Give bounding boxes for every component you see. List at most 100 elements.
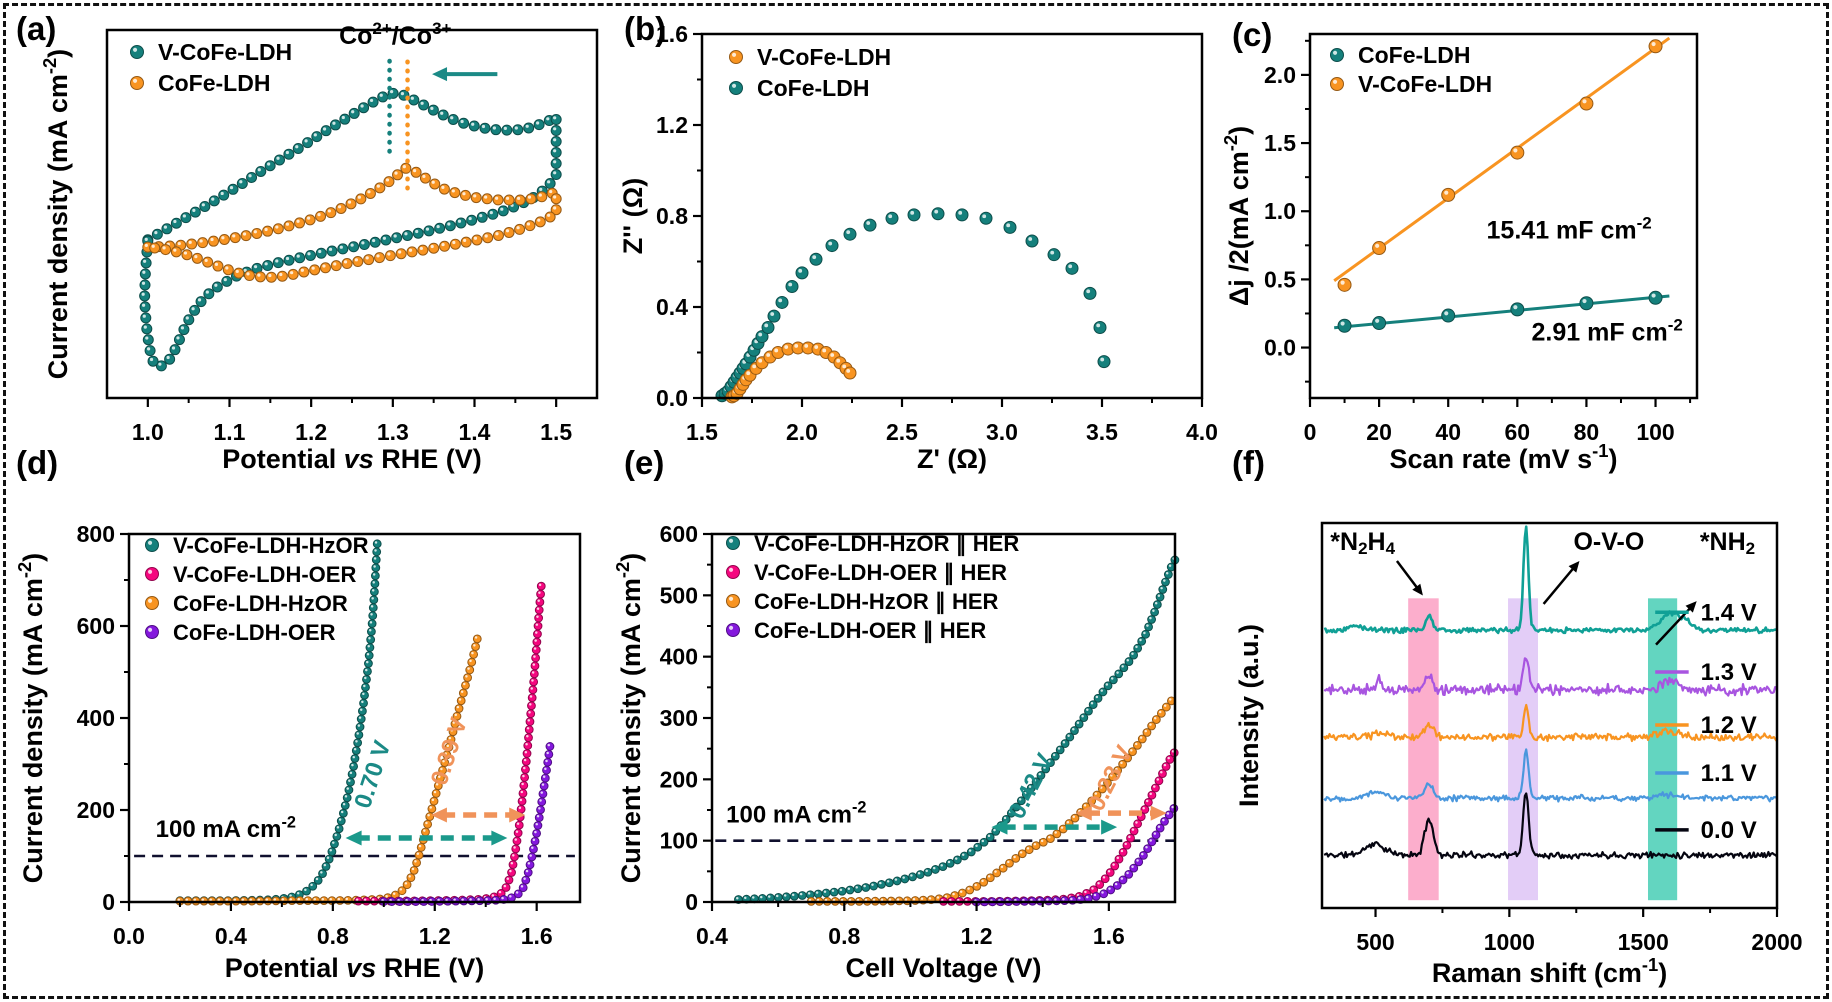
svg-text:500: 500: [1356, 929, 1394, 955]
x-axis-label: Raman shift (cm-1): [1432, 954, 1667, 988]
svg-text:CoFe-LDH: CoFe-LDH: [1358, 42, 1470, 68]
arrow-annotation: [1542, 560, 1580, 605]
svg-text:600: 600: [660, 521, 698, 547]
svg-text:0.4: 0.4: [215, 923, 247, 949]
double-arrow-annotation: [1075, 805, 1167, 821]
chart-cell-voltage: 100 mA cm-2 0.42 V 0.23 V 0.4 0.8 1.2 1.6 0 100 2…: [612, 521, 1180, 983]
series-V-CoFe-LDH-OER-HER: [939, 748, 1179, 906]
svg-text:0.8: 0.8: [656, 203, 688, 229]
svg-text:100: 100: [660, 828, 698, 854]
svg-text:0.4: 0.4: [656, 294, 688, 320]
svg-text:3.5: 3.5: [1086, 419, 1118, 445]
panel-letter-e: (e): [624, 444, 665, 481]
panel-e: (e) 100 mA cm-2 0.42 V 0.23 V 0.4 0.8 1.2 1.6 0…: [612, 430, 1218, 1000]
trace-legend-item: 1.2 V: [1655, 712, 1757, 739]
svg-text:CoFe-LDH-HzOR ∥ HER: CoFe-LDH-HzOR ∥ HER: [754, 589, 999, 615]
plot-frame: [1308, 32, 1699, 400]
svg-text:1.3: 1.3: [377, 419, 409, 445]
svg-text:60: 60: [1505, 419, 1531, 445]
series-CoFe-LDH: [1337, 290, 1663, 333]
svg-text:CoFe-LDH: CoFe-LDH: [158, 70, 270, 96]
svg-text:0: 0: [685, 889, 698, 915]
svg-text:V-CoFe-LDH-OER ∥ HER: V-CoFe-LDH-OER ∥ HER: [754, 560, 1007, 586]
arrow-annotation: [1395, 560, 1423, 596]
y-axis-label: Δj /2(mA cm-2): [1220, 126, 1254, 306]
axis-ticks: 1.5 2.0 2.5 3.0 3.5 4.0 0.0 0.4 0.8 1.2 1.6: [656, 21, 1218, 445]
svg-text:80: 80: [1574, 419, 1600, 445]
y-axis-label: Current density (mA cm-2): [14, 553, 48, 883]
svg-text:1.1 V: 1.1 V: [1701, 760, 1757, 787]
svg-text:1.5: 1.5: [540, 419, 572, 445]
x-axis-label: Potential vs RHE (V): [225, 953, 485, 983]
svg-text:0.0 V: 0.0 V: [1701, 817, 1757, 844]
plot-frame: [1320, 521, 1779, 910]
highlight-band: [1647, 598, 1678, 901]
svg-text:0: 0: [102, 889, 115, 915]
svg-text:1.5: 1.5: [1264, 130, 1296, 156]
annotation-text: O-V-O: [1573, 528, 1644, 556]
svg-text:400: 400: [77, 705, 115, 731]
series-V-CoFe-LDH: [139, 87, 562, 372]
svg-text:1.6: 1.6: [656, 21, 688, 47]
svg-text:4.0: 4.0: [1186, 419, 1218, 445]
svg-text:300: 300: [660, 705, 698, 731]
svg-text:40: 40: [1435, 419, 1461, 445]
series-V-CoFe-LDH-HzOR-HER: [734, 555, 1180, 904]
chart-nyquist: 1.5 2.0 2.5 3.0 3.5 4.0 0.0 0.4 0.8 1.2 1.6 Z' (Ω) Z…: [618, 21, 1218, 474]
y-axis-label: Current density (mA cm-2): [39, 49, 73, 379]
panel-c: (c) 15.41 mF cm-2 2.91 mF cm-2 0 20 40 60 80 10…: [1220, 6, 1828, 481]
svg-text:1500: 1500: [1618, 929, 1669, 955]
legend: V-CoFe-LDH-HzOR ∥ HER V-CoFe-LDH-OER ∥ HE…: [726, 531, 1019, 644]
svg-text:1.2: 1.2: [419, 923, 451, 949]
series-CoFe-LDH: [142, 162, 562, 283]
panel-d: (d) 100 mA cm-2 0.70 V 0.39 V 0.0 0.4 0.8 1.2 1…: [10, 430, 624, 1000]
x-axis-label: Z' (Ω): [917, 444, 987, 474]
axis-ticks: 500 1000 1500 2000: [1356, 908, 1803, 955]
svg-text:V-CoFe-LDH: V-CoFe-LDH: [757, 44, 891, 70]
svg-text:2000: 2000: [1751, 929, 1802, 955]
svg-text:1.5: 1.5: [686, 419, 718, 445]
highlight-band: [1408, 598, 1439, 901]
svg-text:0.4: 0.4: [696, 923, 728, 949]
svg-text:2.0: 2.0: [1264, 62, 1296, 88]
svg-text:V-CoFe-LDH-OER: V-CoFe-LDH-OER: [173, 562, 356, 587]
panel-b: (b) 1.5 2.0 2.5 3.0 3.5 4.0 0.0 0.4 0.8 1.2 1.6 Z' …: [618, 6, 1218, 481]
svg-text:1.2: 1.2: [656, 112, 688, 138]
svg-text:CoFe-LDH: CoFe-LDH: [757, 75, 869, 101]
svg-text:1.3 V: 1.3 V: [1701, 659, 1757, 686]
svg-text:V-CoFe-LDH-HzOR ∥ HER: V-CoFe-LDH-HzOR ∥ HER: [754, 531, 1019, 557]
series-V-CoFe-LDH: [725, 341, 857, 404]
svg-text:1.0: 1.0: [132, 419, 164, 445]
svg-text:100: 100: [1636, 419, 1674, 445]
svg-text:400: 400: [660, 644, 698, 670]
svg-text:20: 20: [1366, 419, 1392, 445]
annotation-text: *N2H4: [1330, 528, 1395, 558]
arrow-annotation: [432, 67, 498, 82]
svg-text:1.1: 1.1: [214, 419, 246, 445]
svg-text:0: 0: [1304, 419, 1317, 445]
y-axis-label: Intensity (a.u.): [1234, 624, 1264, 807]
svg-text:1.4 V: 1.4 V: [1701, 599, 1757, 626]
panel-letter-c: (c): [1232, 16, 1273, 53]
annotation-text: Co2+/Co3+: [339, 19, 451, 50]
legend: V-CoFe-LDH CoFe-LDH: [729, 44, 891, 101]
trace-legend-item: 1.3 V: [1655, 659, 1757, 686]
series-V-CoFe-LDH: [1337, 39, 1663, 292]
svg-text:1.4: 1.4: [459, 419, 491, 445]
chart-raman: *N2H4 O-V-O *NH2 1.4 V 1.3 V 1.2 V 1.1 V 0.0 V 5…: [1234, 521, 1803, 988]
panel-letter-d: (d): [16, 444, 59, 481]
trace-legend-item: 1.4 V: [1655, 599, 1757, 626]
trace-legend-item: 1.1 V: [1655, 760, 1757, 787]
chart-lsv: 100 mA cm-20.70 V 0.39 V0.0 0.4 0.8 1.2 1.602…: [14, 521, 582, 983]
svg-text:2.0: 2.0: [786, 419, 818, 445]
axis-ticks: 1.0 1.1 1.2 1.3 1.4 1.5: [132, 398, 572, 445]
svg-text:0.0: 0.0: [113, 923, 145, 949]
annotation-text: *NH2: [1700, 528, 1755, 558]
axis-ticks: 0 20 40 60 80 100 0.0 0.5 1.0 1.5 2.0: [1264, 39, 1692, 445]
svg-text:0.0: 0.0: [1264, 335, 1296, 361]
annotation-text: 100 mA cm-2: [726, 799, 866, 829]
legend: V-CoFe-LDH CoFe-LDH: [130, 39, 292, 96]
panel-f: (f) *N2H4 O-V-O *NH2 1.4 V 1.3 V 1.2 V 1.1 V 0.…: [1222, 430, 1828, 1000]
series-1.2 V: [1323, 703, 1778, 743]
